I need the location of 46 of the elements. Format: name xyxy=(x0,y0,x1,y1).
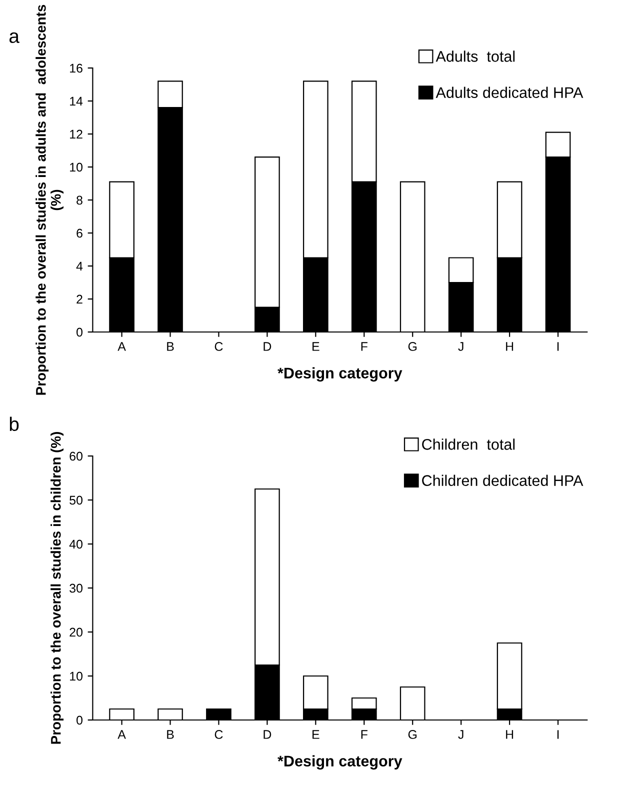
x-tick-label: D xyxy=(264,342,272,351)
x-tick-label: H xyxy=(506,342,514,351)
y-axis-title: Proportion to the overall studies in adults and adolescents (%) xyxy=(36,4,64,395)
x-tick-label: B xyxy=(167,342,174,351)
x-tick-label: A xyxy=(118,730,126,739)
x-tick-label: D xyxy=(264,730,272,739)
x-tick-label: I xyxy=(557,342,559,351)
text: b xyxy=(10,416,19,432)
x-tick-label: B xyxy=(167,730,174,739)
y-tick-label: 4 xyxy=(76,262,83,271)
x-tick-label: E xyxy=(312,730,320,739)
y-tick-label: 8 xyxy=(76,196,82,205)
x-tick-label: G xyxy=(408,730,417,739)
y-tick-label: 14 xyxy=(70,96,83,106)
x-axis-title: *Design category xyxy=(278,367,402,382)
legend-label: Children total xyxy=(422,438,515,450)
x-tick-label: F xyxy=(361,730,368,739)
x-tick-label: H xyxy=(506,730,514,739)
x-axis-title: *Design category xyxy=(278,755,402,770)
y-tick-label: 2 xyxy=(76,294,82,304)
legend-label: Adults total xyxy=(436,50,515,62)
x-tick-label: C xyxy=(214,342,223,351)
y-tick-label: 20 xyxy=(70,628,82,637)
y-tick-label: 10 xyxy=(70,672,82,681)
x-tick-label: F xyxy=(361,342,368,351)
y-tick-label: 30 xyxy=(70,584,82,593)
y-axis-title: Proportion to the overall studies in children (%) xyxy=(50,432,64,744)
y-tick-label: 0 xyxy=(76,716,82,725)
x-tick-label: J xyxy=(458,342,464,351)
x-tick-label: G xyxy=(408,342,417,351)
y-tick-label: 40 xyxy=(69,540,82,549)
x-tick-label: E xyxy=(312,342,320,351)
y-tick-label: 16 xyxy=(70,64,82,73)
legend-label: Adults dedicated HPA xyxy=(436,86,584,98)
text: a xyxy=(9,32,20,44)
y-tick-label: 50 xyxy=(70,496,82,505)
y-tick-label: 6 xyxy=(76,228,82,238)
y-tick-label: 10 xyxy=(70,162,82,172)
y-tick-label: 0 xyxy=(76,328,82,337)
x-tick-label: I xyxy=(557,730,559,739)
x-tick-label: C xyxy=(214,730,223,739)
x-tick-label: A xyxy=(118,342,126,351)
legend-label: Children dedicated HPA xyxy=(422,474,584,486)
y-tick-label: 60 xyxy=(70,452,82,461)
y-tick-label: 12 xyxy=(70,130,82,139)
x-tick-label: J xyxy=(458,730,464,739)
